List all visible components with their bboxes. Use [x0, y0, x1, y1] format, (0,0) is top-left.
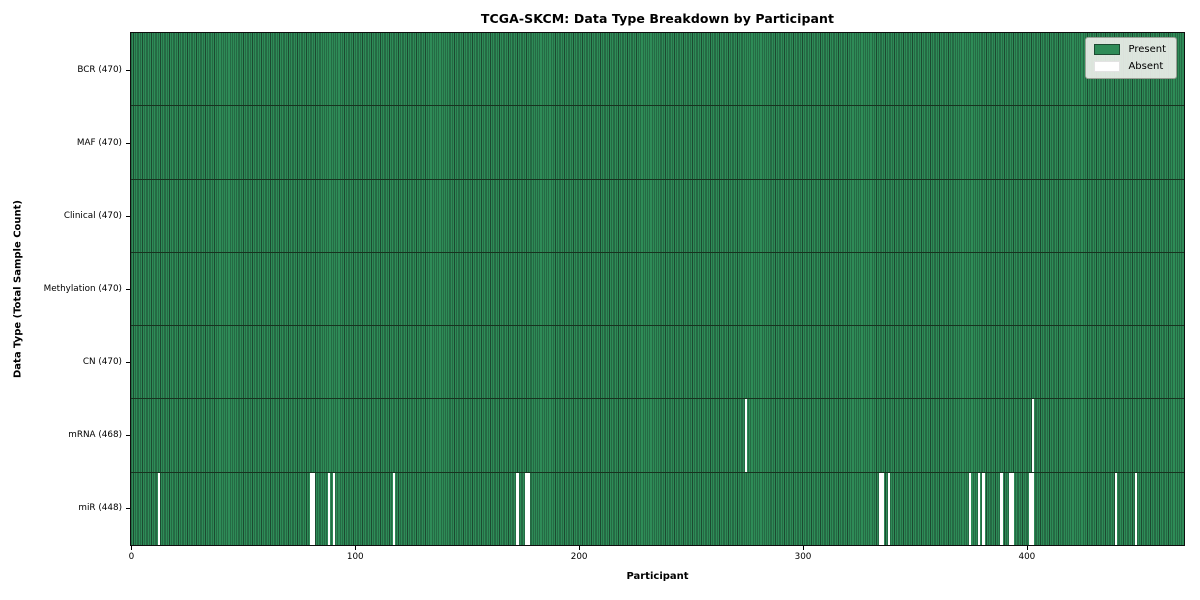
y-tick-label: Clinical (470): [63, 210, 122, 221]
absent-gap: [968, 472, 972, 545]
absent-gap: [1114, 472, 1117, 545]
y-tick-label: BCR (470): [77, 64, 122, 75]
absent-gap: [1134, 472, 1137, 545]
absent-gap: [527, 472, 530, 545]
y-tick-label: CN (470): [82, 357, 122, 368]
x-tick-label: 400: [1018, 552, 1036, 562]
plot-area: Present Absent: [130, 32, 1185, 546]
legend-label: Present: [1128, 44, 1166, 55]
absent-gap: [525, 472, 528, 545]
heatmap-row-maf: [131, 105, 1184, 179]
absent-gap: [1011, 472, 1014, 545]
y-tick-label: Methylation (470): [43, 284, 122, 294]
x-tick-mark: [131, 546, 133, 550]
heatmap-row-clinical: [131, 178, 1184, 252]
chart-title: TCGA-SKCM: Data Type Breakdown by Partic…: [480, 11, 835, 26]
y-tick-mark: [126, 508, 130, 510]
y-tick-mark: [126, 362, 130, 364]
absent-gap: [888, 472, 891, 545]
absent-gap: [1009, 472, 1012, 545]
absent-gap: [328, 472, 331, 545]
legend-entry: Absent: [1094, 61, 1166, 72]
y-tick-mark: [126, 215, 130, 217]
x-tick-mark: [355, 546, 357, 550]
x-axis-label: Participant: [626, 571, 689, 582]
absent-gap: [977, 472, 981, 545]
x-tick-label: 100: [346, 552, 364, 562]
absent-gap: [312, 472, 315, 545]
absent-gap: [1029, 472, 1032, 545]
heatmap-row-methylation: [131, 251, 1184, 326]
y-tick-mark: [126, 69, 130, 71]
heatmap-row-cn: [131, 325, 1184, 399]
legend-entry: Present: [1094, 44, 1166, 55]
absent-gap: [982, 472, 985, 545]
y-tick-mark: [126, 435, 130, 437]
legend-swatch-absent: [1094, 61, 1121, 72]
absent-gap: [1031, 472, 1034, 545]
heatmap-row-bcr: [131, 33, 1184, 106]
x-tick-mark: [803, 546, 805, 550]
absent-gap: [516, 472, 519, 545]
heatmap-row-mir: [131, 471, 1184, 545]
legend-swatch-present: [1094, 44, 1121, 55]
absent-gap: [157, 472, 161, 545]
x-tick-mark: [579, 546, 581, 550]
legend-label: Absent: [1128, 61, 1164, 72]
x-tick-mark: [1026, 546, 1028, 550]
absent-gap: [744, 399, 748, 472]
legend: Present Absent: [1085, 37, 1177, 79]
absent-gap: [1000, 472, 1003, 545]
x-tick-label: 300: [794, 552, 812, 562]
x-tick-label: 200: [570, 552, 588, 562]
heatmap-rows: [131, 33, 1184, 545]
y-tick-mark: [126, 142, 130, 144]
absent-gap: [879, 472, 882, 545]
x-tick-label: 0: [128, 552, 135, 562]
absent-gap: [1031, 399, 1034, 472]
y-tick-label: MAF (470): [76, 137, 122, 148]
absent-gap: [393, 472, 396, 545]
y-tick-label: mRNA (468): [68, 430, 122, 441]
absent-gap: [881, 472, 884, 545]
y-tick-label: miR (448): [78, 503, 122, 514]
absent-gap: [332, 472, 335, 545]
absent-gap: [310, 472, 313, 545]
y-tick-mark: [126, 289, 130, 290]
heatmap-row-mrna: [131, 398, 1184, 472]
